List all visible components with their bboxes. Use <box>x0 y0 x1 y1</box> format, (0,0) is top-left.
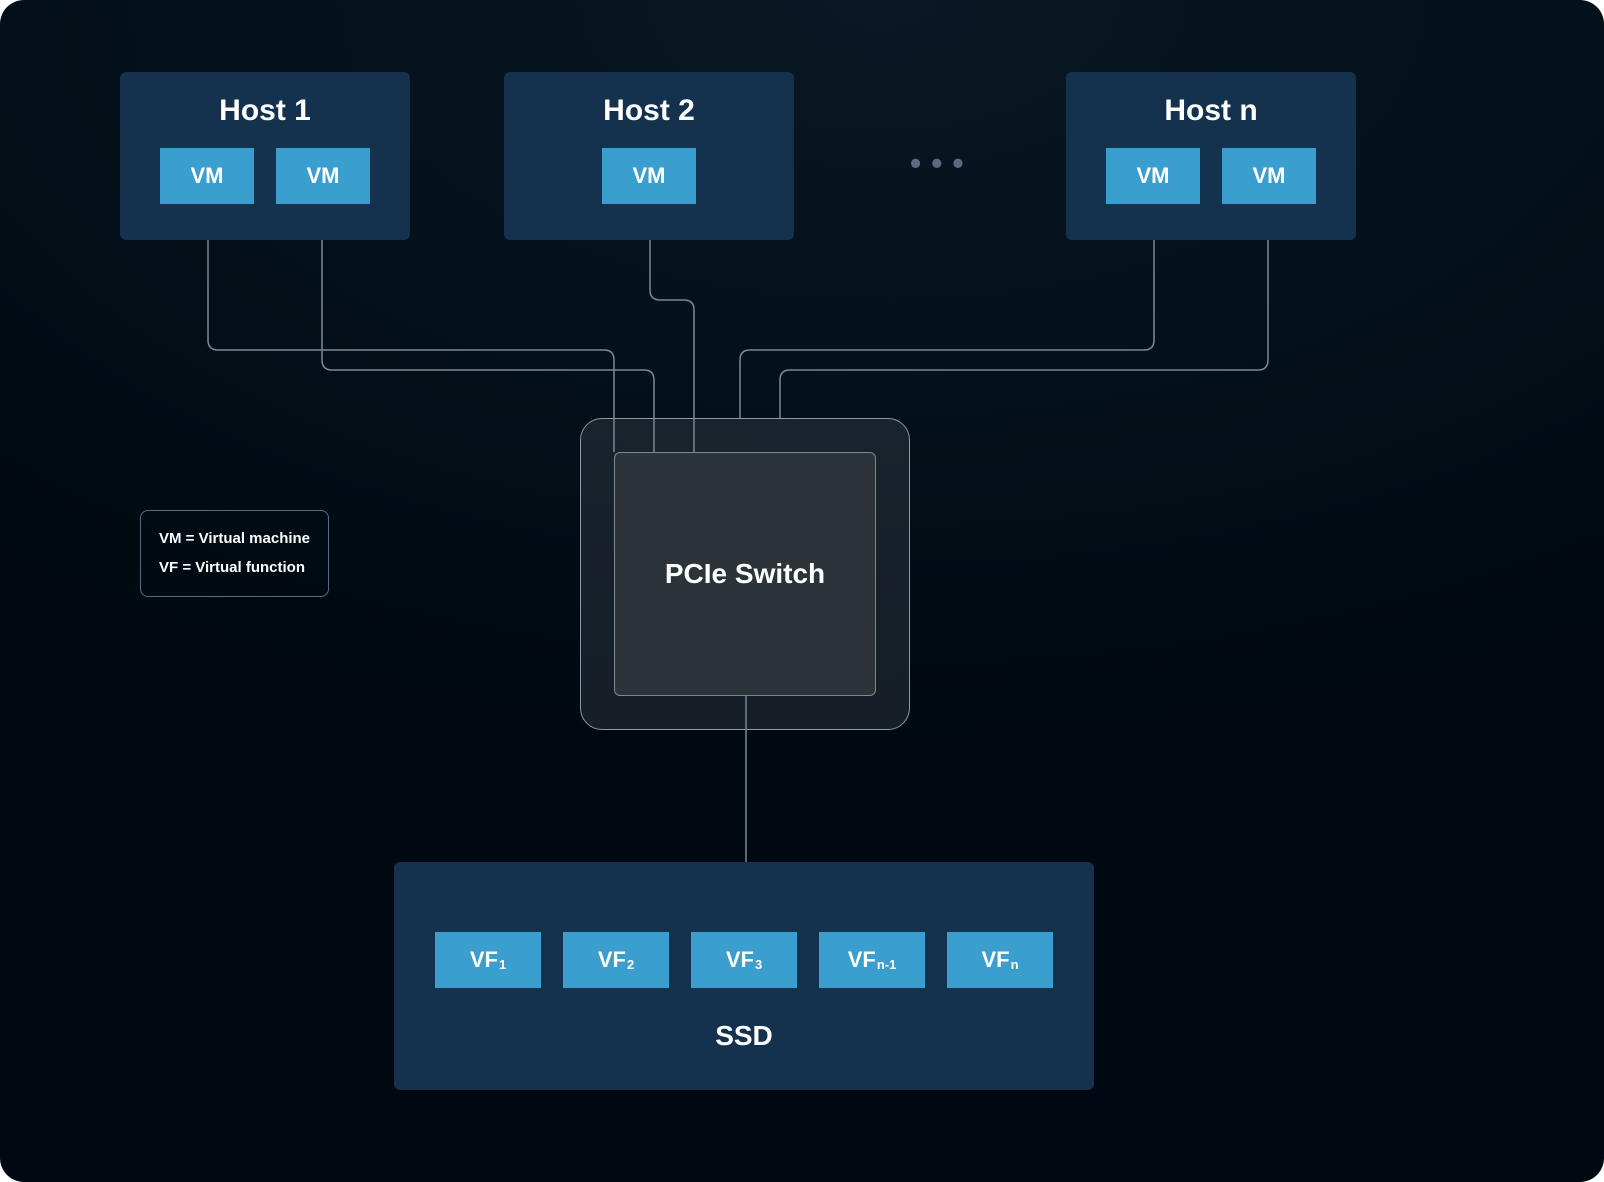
vm-row: VM VM <box>120 148 410 204</box>
host-box-1: Host 1 VM VM <box>120 72 410 240</box>
vf-box: VF2 <box>563 932 669 988</box>
vm-row: VM <box>504 148 794 204</box>
vf-row: VF1 VF2 VF3 VFn-1 VFn <box>394 932 1094 988</box>
host-title: Host 1 <box>120 94 410 128</box>
pcie-switch-outer: PCIe Switch <box>580 418 910 730</box>
vm-box: VM <box>276 148 370 204</box>
host-title: Host 2 <box>504 94 794 128</box>
ssd-box: VF1 VF2 VF3 VFn-1 VFn SSD <box>394 862 1094 1090</box>
legend-line-vm: VM = Virtual machine <box>159 525 310 554</box>
pcie-switch-inner: PCIe Switch <box>614 452 876 696</box>
vm-box: VM <box>602 148 696 204</box>
host-box-n: Host n VM VM <box>1066 72 1356 240</box>
ellipsis-icon: ••• <box>910 145 974 182</box>
vm-box: VM <box>1106 148 1200 204</box>
pcie-switch-label: PCIe Switch <box>665 558 825 590</box>
vf-box: VFn-1 <box>819 932 925 988</box>
vf-box: VF3 <box>691 932 797 988</box>
vf-box: VFn <box>947 932 1053 988</box>
vf-box: VF1 <box>435 932 541 988</box>
legend-box: VM = Virtual machine VF = Virtual functi… <box>140 510 329 597</box>
vm-box: VM <box>1222 148 1316 204</box>
vm-box: VM <box>160 148 254 204</box>
legend-line-vf: VF = Virtual function <box>159 554 310 583</box>
vm-row: VM VM <box>1066 148 1356 204</box>
host-title: Host n <box>1066 94 1356 128</box>
host-box-2: Host 2 VM <box>504 72 794 240</box>
diagram-canvas: Host 1 VM VM Host 2 VM Host n VM VM ••• PC… <box>0 0 1604 1182</box>
ssd-title: SSD <box>394 1020 1094 1052</box>
